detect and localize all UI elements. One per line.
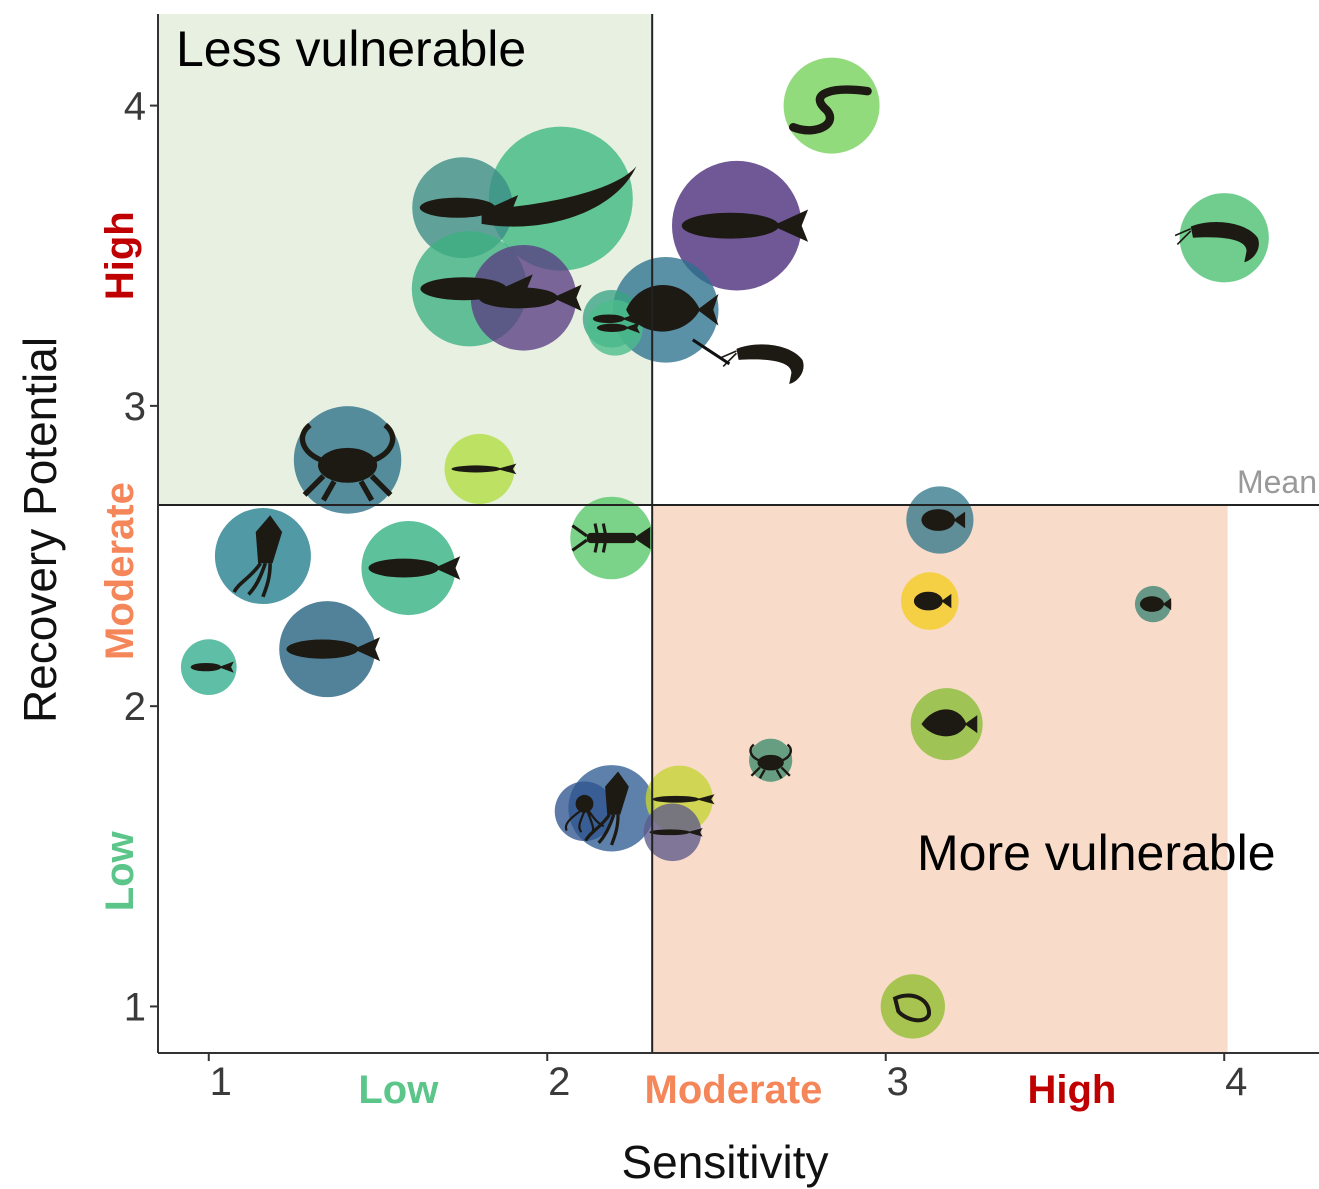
smallfish-icon: [596, 322, 641, 334]
butterfish-icon: [626, 285, 719, 332]
data-point: [783, 57, 880, 154]
x-tick-label: 4: [1225, 1060, 1247, 1104]
seabass-icon: [368, 556, 461, 580]
scup-icon: [921, 509, 966, 531]
eel-icon: [788, 85, 872, 135]
x-tick-label: 3: [887, 1060, 909, 1104]
sandlance-icon: [451, 463, 517, 475]
mean-label: Mean: [1237, 464, 1317, 500]
tautog-icon: [913, 591, 952, 611]
shrimp-icon: [1174, 222, 1259, 263]
ribbonfish-icon: [481, 166, 637, 227]
y-tick-label: 2: [124, 685, 146, 729]
squid-icon: [232, 515, 283, 598]
x-band-label: Low: [358, 1068, 439, 1112]
y-band-label: Low: [98, 830, 142, 911]
data-point: [643, 803, 702, 862]
lobster-icon: [571, 523, 651, 553]
octopus-icon: [564, 794, 605, 835]
x-axis-title: Sensitivity: [621, 1136, 828, 1188]
mackerel-icon: [419, 195, 519, 221]
flounder-icon: [921, 709, 978, 737]
y-tick-label: 4: [124, 85, 146, 129]
y-tick-label: 1: [124, 985, 146, 1029]
data-point: [488, 126, 633, 271]
porgy-icon: [286, 637, 381, 662]
quadrant-label-less-vulnerable: Less vulnerable: [176, 21, 526, 77]
crab-icon: [299, 422, 396, 502]
x-band-label: Moderate: [645, 1068, 823, 1112]
bluefish-icon: [592, 313, 638, 325]
y-band-label: High: [98, 211, 142, 300]
data-point: [880, 974, 945, 1039]
herring-icon: [681, 209, 809, 242]
y-tick-label: 3: [124, 385, 146, 429]
x-tick-label: 1: [210, 1060, 232, 1104]
cunner-icon: [1139, 596, 1172, 612]
y-band-label: Moderate: [98, 482, 142, 660]
krill-icon: [892, 993, 931, 1023]
squid-icon: [584, 771, 629, 846]
x-band-label: High: [1027, 1068, 1116, 1112]
mackerel-icon: [478, 284, 582, 311]
quadrant-label-more-vulnerable: More vulnerable: [917, 825, 1276, 881]
sandlance-icon: [649, 827, 703, 837]
anchovy-icon: [190, 661, 234, 673]
callout-line: [691, 338, 731, 366]
x-tick-label: 2: [548, 1060, 570, 1104]
shrimp-icon: [720, 344, 804, 385]
needlefish-icon: [652, 794, 715, 805]
crab-icon: [749, 743, 792, 779]
y-axis-title: Recovery Potential: [14, 337, 66, 723]
